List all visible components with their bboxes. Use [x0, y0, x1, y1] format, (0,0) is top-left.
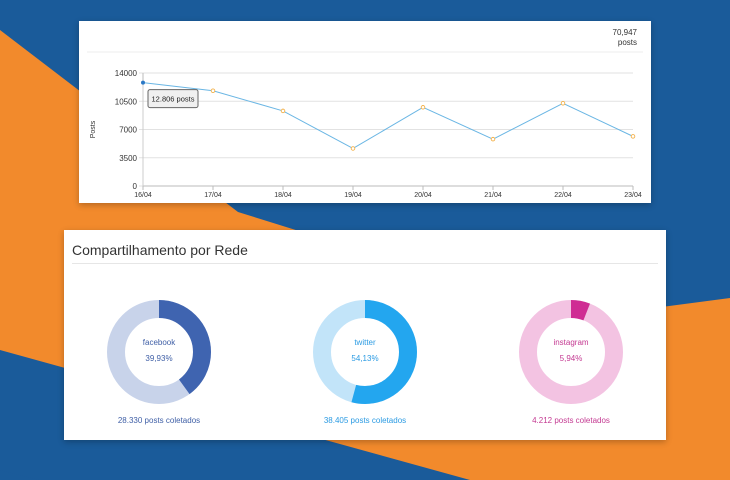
- donut-percent-twitter: 54,13%: [351, 354, 379, 363]
- y-tick-label: 14000: [115, 69, 138, 78]
- donut-label-instagram: instagram: [553, 338, 589, 347]
- total-posts: 70,947 posts: [613, 28, 637, 48]
- y-tick-label: 0: [133, 182, 138, 191]
- y-tick-label: 10500: [115, 97, 138, 106]
- series-line: [142, 82, 634, 150]
- x-tick-label: 18/04: [274, 192, 292, 199]
- donut-chart-instagram: [519, 300, 623, 404]
- data-point: [630, 134, 636, 139]
- posts-line-chart: 0 3500 7000 10500 14000 Posts 16/04 17/04 18/04 1…: [87, 51, 643, 199]
- data-point: [490, 136, 496, 142]
- data-point: [350, 146, 356, 151]
- data-point: [560, 101, 566, 106]
- donut-twitter: twitter 54,13% 38.405 posts coletados: [310, 300, 420, 425]
- bg-blue-corner: [0, 470, 40, 480]
- tooltip-box: [147, 89, 199, 109]
- posts-line-card: 70,947 posts 0 3500 7000 10500 14000 Posts 16/…: [79, 21, 651, 203]
- donut-track: [519, 300, 623, 404]
- donut-slice: [519, 300, 623, 404]
- tooltip-text: 12.806 posts: [152, 95, 195, 104]
- donut-percent-instagram: 5,94%: [559, 354, 583, 363]
- x-tick-label: 17/04: [204, 192, 222, 199]
- donut-label-facebook: facebook: [142, 338, 176, 347]
- share-divider: [72, 263, 658, 264]
- donut-slice: [107, 300, 211, 404]
- donut-caption-instagram: 4.212 posts coletados: [532, 416, 610, 425]
- y-tick-label: 3500: [119, 154, 137, 163]
- total-value: 70,947: [612, 28, 637, 37]
- x-tick-label: 22/04: [554, 192, 572, 199]
- data-point: [420, 105, 426, 110]
- donut-caption-twitter: 38.405 posts coletados: [323, 416, 407, 425]
- x-tick-label: 19/04: [344, 192, 362, 199]
- x-tick-label: 16/04: [134, 192, 152, 199]
- data-point: [141, 80, 145, 85]
- donut-slice: [313, 300, 417, 404]
- x-tick-label: 23/04: [624, 192, 642, 199]
- y-tick-label: 7000: [119, 126, 137, 135]
- donut-label-twitter: twitter: [354, 338, 376, 347]
- share-by-network-card: Compartilhamento por Rede facebook 39,93…: [64, 230, 666, 440]
- donut-chart-twitter: [313, 300, 417, 404]
- donut-caption-facebook: 28.330 posts coletados: [117, 416, 201, 425]
- donut-instagram: instagram 5,94% 4.212 posts coletados: [516, 300, 626, 425]
- x-tick-label: 20/04: [414, 192, 432, 199]
- x-tick-label: 21/04: [484, 192, 502, 199]
- donut-facebook: facebook 39,93% 28.330 posts coletados: [104, 300, 214, 425]
- y-axis-label: Posts: [90, 120, 97, 138]
- donut-percent-facebook: 39,93%: [145, 354, 173, 363]
- total-unit: posts: [617, 38, 637, 47]
- data-point: [280, 108, 286, 114]
- data-point: [210, 88, 216, 94]
- share-title: Compartilhamento por Rede: [72, 242, 248, 258]
- donut-chart-facebook: [107, 300, 211, 404]
